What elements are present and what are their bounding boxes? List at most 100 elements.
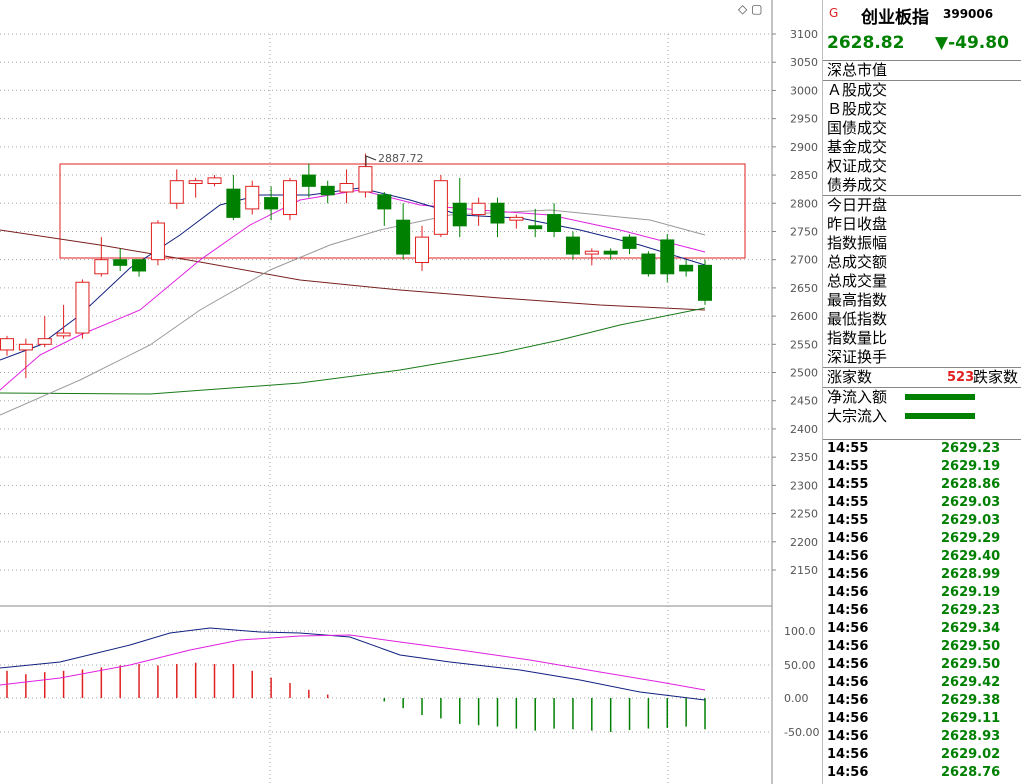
candle-body <box>207 177 222 185</box>
tick-price: 2629.42 <box>941 675 1001 690</box>
tick-time: 14:55 <box>827 495 869 510</box>
tick-row: 14:56 2629.50 <box>823 638 1021 656</box>
y-tick-label: 2700 <box>790 254 818 267</box>
macd-tick-label: -50.00 <box>784 726 819 739</box>
candle-body <box>509 216 524 221</box>
candle-body <box>94 259 109 275</box>
tick-price: 2628.86 <box>941 477 1001 492</box>
metric-label: 权证成交 <box>827 157 888 175</box>
tick-row: 14:56 2629.23 <box>823 602 1021 620</box>
tick-row: 14:56 2629.42 <box>823 674 1021 692</box>
block-inflow-bar <box>905 413 975 419</box>
metric-label: 债券成交 <box>827 176 888 194</box>
tick-time: 14:55 <box>827 477 869 492</box>
tick-price: 2629.19 <box>941 585 1001 600</box>
net-inflow-bar <box>905 394 975 400</box>
candle-body <box>396 219 411 255</box>
macd-tick-label: 50.00 <box>784 659 816 672</box>
tick-time: 14:56 <box>827 747 869 762</box>
tick-time: 14:56 <box>827 585 869 600</box>
ma-line <box>0 307 706 395</box>
candle-body <box>245 185 260 210</box>
candle-body <box>698 264 712 301</box>
candle-body <box>641 253 656 275</box>
tick-price: 2629.40 <box>941 549 1001 564</box>
net-inflow: 净流入额 <box>823 388 1021 407</box>
tick-row: 14:55 2629.23 <box>823 440 1021 458</box>
ma-line <box>0 634 706 691</box>
tick-row: 14:56 2629.11 <box>823 710 1021 728</box>
metric-label: 总成交量 <box>827 272 888 290</box>
candle-body <box>0 338 14 351</box>
window-icon[interactable]: ▢ <box>751 2 763 16</box>
metric-label: Ａ股成交 <box>827 81 888 99</box>
metric-label: 最低指数 <box>827 310 888 328</box>
candle-body <box>377 194 392 210</box>
tick-price: 2629.03 <box>941 513 1001 528</box>
candle-body <box>415 236 430 264</box>
candle-body <box>471 202 486 216</box>
candle-body <box>339 183 354 193</box>
range-box <box>59 163 746 259</box>
candle-body <box>56 332 71 337</box>
metric-label: 指数振幅 <box>827 234 888 252</box>
candle-body <box>320 185 335 196</box>
ma-line <box>0 189 706 391</box>
candle-body <box>528 225 543 230</box>
candle-body <box>150 222 165 261</box>
diamond-icon[interactable]: ◇ <box>738 2 748 16</box>
tick-time: 14:55 <box>827 459 869 474</box>
y-tick-label: 2850 <box>790 169 818 182</box>
tick-time: 14:56 <box>827 765 869 780</box>
y-tick-label: 2150 <box>790 564 818 577</box>
y-tick-label: 2900 <box>790 141 818 154</box>
tick-row: 14:55 2629.03 <box>823 512 1021 530</box>
candle-body <box>358 166 373 193</box>
index-name: 创业板指 <box>861 8 929 28</box>
y-tick-label: 3100 <box>790 28 818 41</box>
y-tick-label: 2800 <box>790 197 818 210</box>
candle-body <box>301 174 316 187</box>
index-price: 2628.82 <box>827 33 905 53</box>
candle-body <box>622 236 637 249</box>
y-tick-label: 3000 <box>790 84 818 97</box>
quote-panel: G 创业板指 399006 2628.82 ▼-49.80 深总市值 Ａ股成交 Ｂ… <box>822 0 1021 784</box>
y-tick-label: 2200 <box>790 536 818 549</box>
tick-time: 14:56 <box>827 675 869 690</box>
candle-body <box>18 343 33 351</box>
tick-row: 14:55 2628.86 <box>823 476 1021 494</box>
market-tag: G <box>829 6 839 20</box>
tick-row: 14:56 2629.19 <box>823 584 1021 602</box>
tick-price: 2629.50 <box>941 639 1001 654</box>
y-tick-label: 2950 <box>790 113 818 126</box>
tick-price: 2629.03 <box>941 495 1001 510</box>
candle-body <box>452 202 467 227</box>
candle-body <box>679 264 694 272</box>
metric-label: Ｂ股成交 <box>827 100 888 118</box>
tick-price: 2629.23 <box>941 441 1001 456</box>
candle-body <box>113 259 128 266</box>
kline-chart[interactable]: 3100 3050 3000 2950 2900 2850 2800 2750 2700 2650… <box>0 0 822 784</box>
tick-list[interactable]: 14:55 2629.23 14:55 2629.19 14:55 2628.86 14:5… <box>823 439 1021 782</box>
index-code: 399006 <box>943 7 994 21</box>
tick-time: 14:56 <box>827 639 869 654</box>
candle-body <box>226 188 241 218</box>
metric-label: 昨日收盘 <box>827 215 888 233</box>
tick-time: 14:56 <box>827 531 869 546</box>
metric-label: 今日开盘 <box>827 196 888 214</box>
chart-toolbar-icons[interactable]: ◇ ▢ <box>738 2 762 16</box>
metric-label: 最高指数 <box>827 291 888 309</box>
y-tick-label: 2500 <box>790 367 818 380</box>
metric-label: 指数量比 <box>827 329 888 347</box>
metric-label: 国债成交 <box>827 119 888 137</box>
macd-tick-label: 0.00 <box>784 692 809 705</box>
y-tick-label: 2550 <box>790 338 818 351</box>
tick-price: 2629.02 <box>941 747 1001 762</box>
metric-label: 基金成交 <box>827 138 888 156</box>
y-tick-label: 2250 <box>790 508 818 521</box>
y-tick-label: 2750 <box>790 225 818 238</box>
tick-time: 14:56 <box>827 657 869 672</box>
high-annotation: 2887.72 <box>378 152 424 165</box>
tick-row: 14:56 2628.93 <box>823 728 1021 746</box>
total-market-value-label: 深总市值 <box>827 61 888 79</box>
